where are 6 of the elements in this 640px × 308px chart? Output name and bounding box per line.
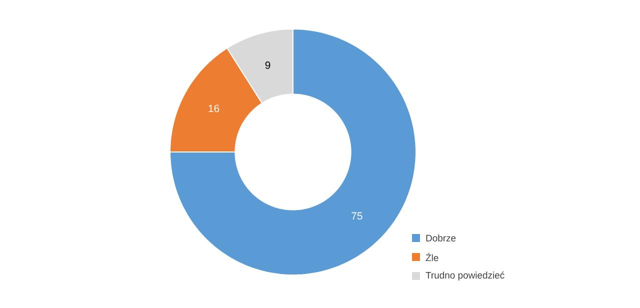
- data-label: 16: [208, 104, 220, 112]
- data-label: 75: [352, 212, 362, 220]
- legend-label: Dobrze: [426, 234, 456, 242]
- data-label: 9: [265, 61, 270, 69]
- legend-label: Źle: [426, 252, 438, 262]
- legend-label: Trudno powiedzieć: [426, 272, 504, 280]
